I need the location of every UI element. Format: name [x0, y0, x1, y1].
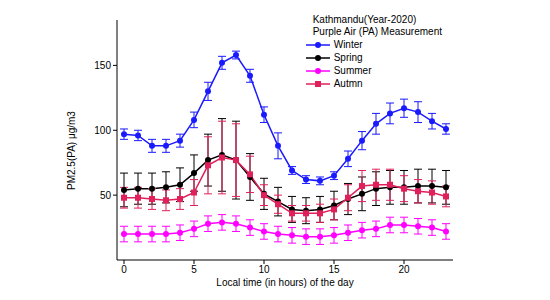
svg-text:Local time (in hours) of the d: Local time (in hours) of the day: [216, 277, 353, 288]
svg-text:PM2.5(PA) μg/m3: PM2.5(PA) μg/m3: [66, 111, 77, 190]
html-text:Purple Air (PA) Measurement: Purple Air (PA) Measurement: [312, 26, 442, 37]
svg-text:50: 50: [100, 190, 112, 201]
svg-text:0: 0: [121, 264, 127, 275]
html-text:Summer: Summer: [333, 64, 372, 76]
html-text:Spring: Spring: [333, 51, 363, 63]
svg-text:5: 5: [191, 264, 197, 275]
html-text:Autmn: Autmn: [333, 77, 363, 89]
svg-text:100: 100: [94, 125, 111, 136]
svg-text:15: 15: [328, 264, 340, 275]
svg-text:20: 20: [398, 264, 410, 275]
html-text:Winter: Winter: [333, 38, 363, 50]
svg-text:150: 150: [94, 60, 111, 71]
svg-text:10: 10: [258, 264, 270, 275]
html-text:Kathmandu(Year-2020): Kathmandu(Year-2020): [312, 14, 417, 25]
